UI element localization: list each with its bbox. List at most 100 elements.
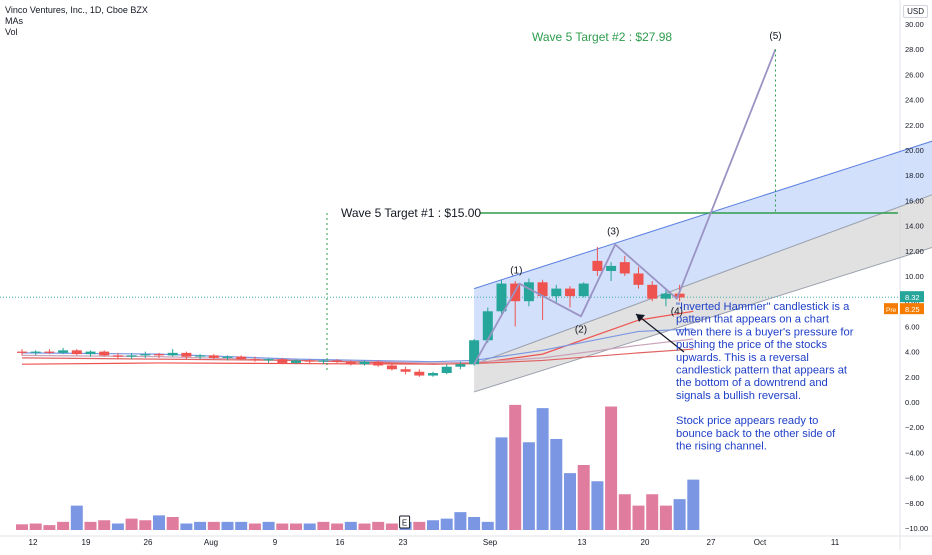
volume-bar [303, 523, 316, 530]
price-tick-label: 26.00 [905, 70, 924, 79]
candle-body [441, 366, 452, 374]
candle-body [606, 265, 617, 271]
time-tick-label: 16 [336, 538, 345, 547]
price-tick-label: −8.00 [905, 499, 924, 508]
time-tick-label: 26 [144, 538, 153, 547]
price-tick-label: 22.00 [905, 121, 924, 130]
wave-label: (2) [575, 324, 587, 335]
earnings-marker: E [402, 519, 407, 528]
volume-bar [646, 494, 659, 530]
candle-body [400, 369, 411, 372]
candle-body [71, 350, 82, 355]
candle-body [140, 354, 151, 356]
candle-body [578, 283, 589, 297]
volume-bar [344, 521, 357, 530]
callout-arrowhead [636, 314, 645, 322]
volume-bar [84, 521, 97, 530]
volume-bar [673, 499, 686, 530]
volume-bar [536, 408, 549, 530]
candle-body [537, 282, 548, 297]
callout-text-line: the bottom of a downtrend and [676, 377, 828, 389]
volume-bar [98, 520, 111, 530]
pre-market-tag [884, 303, 898, 315]
price-tick-label: 6.00 [905, 322, 920, 331]
candle-body [222, 356, 233, 358]
callout-text-line: "Inverted Hammer" candlestick is a [676, 301, 850, 313]
wave-label: (1) [510, 266, 522, 277]
candle-body [304, 360, 315, 362]
volume-bar [180, 523, 193, 530]
candle-body [592, 260, 603, 271]
candle-body [373, 361, 384, 366]
candle-body [345, 361, 356, 365]
price-tick-label: 30.00 [905, 20, 924, 29]
candle-body [660, 293, 671, 299]
volume-bar [166, 517, 179, 530]
candle-body [619, 262, 630, 274]
callout-text-line: upwards. This is a reversal [676, 352, 809, 364]
time-tick-label: 23 [399, 538, 408, 547]
price-tick-label: 2.00 [905, 373, 920, 382]
candle-body [414, 371, 425, 376]
volume-bar [153, 515, 165, 530]
price-tick-label: 18.00 [905, 171, 924, 180]
callout-text-line: Stock price appears ready to [676, 415, 818, 427]
candle-body [523, 282, 534, 302]
volume-bar [221, 521, 234, 530]
target-1-label: Wave 5 Target #1 : $15.00 [341, 206, 481, 220]
callout-text-line: candlestick pattern that appears at [676, 365, 848, 377]
candle-body [482, 311, 493, 341]
candle-body [126, 355, 137, 357]
candle-body [154, 354, 164, 356]
candle-body [58, 350, 69, 353]
time-tick-label: Oct [754, 538, 767, 547]
candle-body [249, 359, 260, 361]
volume-bar [194, 521, 207, 530]
volume-bar [70, 505, 83, 530]
channel-mid-line [473, 194, 932, 365]
indicator-vol: Vol [5, 27, 18, 37]
volume-bar [427, 520, 439, 530]
candle-body [236, 356, 247, 360]
candle-body [181, 352, 192, 357]
candle-body [44, 351, 55, 353]
volume-bar [125, 518, 138, 530]
volume-bar [290, 523, 302, 530]
volume-bar [509, 404, 522, 530]
candle-body [332, 360, 343, 362]
time-tick-label: Aug [204, 538, 218, 547]
candle-body [359, 361, 370, 365]
volume-bar [687, 479, 700, 530]
callout-text-line: pattern that appears on a chart [676, 314, 830, 326]
time-tick-label: 11 [831, 538, 840, 547]
channel-upper-line [473, 140, 932, 290]
candle-body [263, 359, 274, 361]
channel-lower-fill [474, 194, 932, 392]
price-tick-label: −10.00 [905, 524, 928, 533]
time-tick-label: 9 [273, 538, 278, 547]
price-tick-label: 20.00 [905, 146, 924, 155]
candle-body [633, 273, 644, 285]
candle-body [99, 351, 110, 356]
time-tick-label: Sep [483, 538, 498, 547]
wave-label: (5) [769, 31, 781, 42]
channel-upper-fill [474, 141, 932, 365]
currency-badge[interactable]: USD [903, 5, 928, 18]
callout-arrow [635, 313, 685, 353]
time-tick-label: 19 [82, 538, 91, 547]
volume-bar [632, 505, 645, 530]
candle-body [291, 360, 301, 363]
candle-body [455, 364, 466, 367]
volume-bar [385, 523, 398, 530]
volume-bar [57, 521, 70, 530]
volume-bar [577, 465, 590, 530]
channel-lower-line [473, 247, 932, 393]
volume-bar [139, 520, 152, 530]
price-tick-label: 10.00 [905, 272, 924, 281]
price-tick-label: 14.00 [905, 222, 924, 231]
price-tick-label: 4.00 [905, 348, 920, 357]
chart-legend: Vinco Ventures, Inc., 1D, Cboe BZX MAs V… [5, 5, 148, 38]
candle-body [647, 284, 658, 299]
